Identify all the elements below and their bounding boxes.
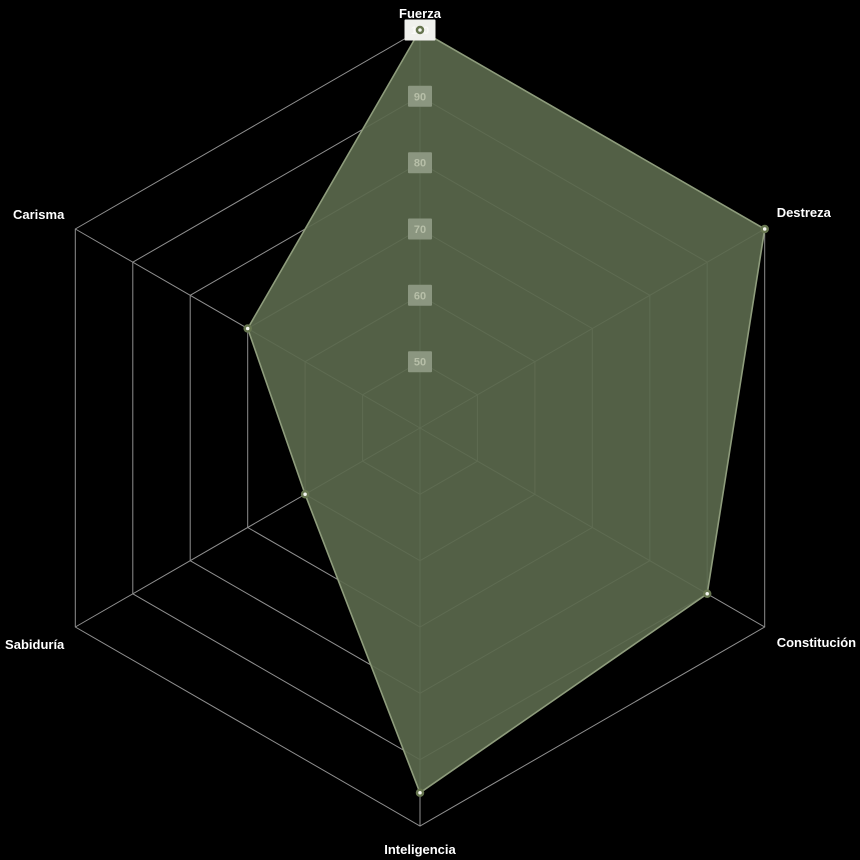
tick-90: 90 [408,85,432,107]
tick-label: 80 [414,158,426,170]
data-polygon [246,29,766,794]
data-point-2[interactable] [702,589,712,599]
tick-backdrop [408,85,432,107]
tick-label: 60 [414,290,426,302]
data-point-4[interactable] [300,490,310,499]
data-point-1[interactable] [760,224,769,234]
data-point-0[interactable] [415,25,425,35]
tick-70: 70 [408,218,432,240]
axis-label-sabiduria: Sabiduría [5,637,65,652]
axis-label-carisma: Carisma [13,207,65,222]
axis-label-destreza: Destreza [777,205,832,220]
axis-label-constitucion: Constitución [777,635,856,650]
tick-label: 70 [414,224,426,236]
tick-60: 60 [408,284,432,306]
axis-label-fuerza: Fuerza [399,6,442,21]
axis-label-inteligencia: Inteligencia [384,842,456,857]
tick-80: 80 [408,152,432,174]
tick-backdrop [408,351,432,373]
tick-label: 90 [414,91,426,103]
tick-backdrop [408,284,432,306]
tick-backdrop [408,152,432,174]
tick-label: 50 [414,357,426,369]
tick-50: 50 [408,351,432,373]
data-point-3[interactable] [415,788,425,798]
data-point-5[interactable] [243,324,252,333]
tick-backdrop [408,218,432,240]
